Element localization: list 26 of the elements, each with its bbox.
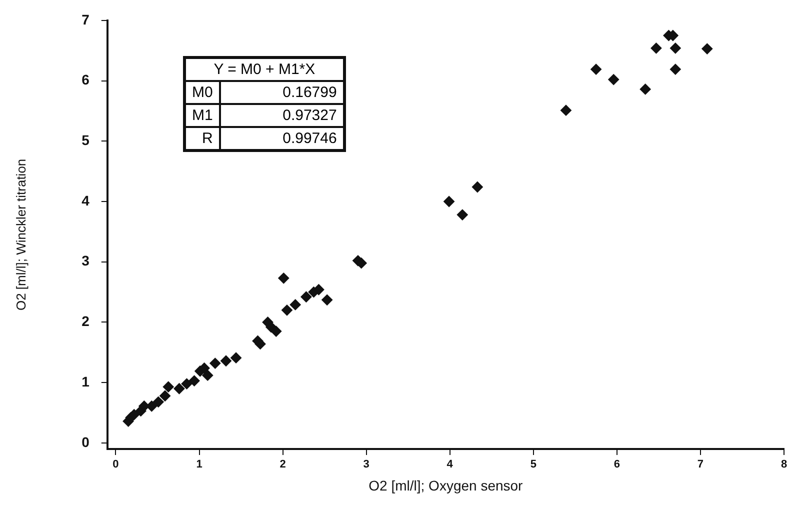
- x-tick-label: 4: [446, 458, 454, 471]
- y-tick-label: 4: [82, 192, 90, 208]
- x-tick-label: 2: [280, 458, 286, 471]
- y-tick-label: 6: [82, 72, 90, 88]
- annotation: 0.16799: [220, 81, 344, 104]
- x-tick-label: 3: [363, 458, 370, 471]
- x-tick-label: 6: [614, 458, 620, 471]
- y-tick-label: 0: [82, 434, 90, 450]
- x-tick-label: 0: [112, 458, 119, 471]
- y-axis-title: O2 [ml/l]; Winckler titration: [13, 158, 28, 311]
- annotation: 0.99746: [220, 127, 344, 150]
- x-tick-label: 5: [530, 458, 536, 471]
- y-tick-label: 5: [82, 132, 90, 148]
- y-tick-label: 3: [82, 252, 90, 269]
- y-tick-label: 1: [82, 373, 90, 390]
- y-tick-label: 7: [82, 11, 90, 28]
- x-axis-title: O2 [ml/l]; Oxygen sensor: [368, 477, 524, 494]
- x-tick-label: 8: [780, 458, 788, 471]
- x-tick-label: 1: [196, 458, 202, 471]
- annotation: M0: [184, 81, 220, 104]
- annotation: Y = M0 + M1*X: [184, 58, 344, 81]
- annotation: M1: [184, 104, 220, 127]
- annotation: R: [184, 127, 220, 150]
- y-tick-label: 2: [82, 313, 90, 330]
- annotation: 0.97327: [220, 104, 344, 127]
- x-tick-label: 7: [697, 458, 704, 471]
